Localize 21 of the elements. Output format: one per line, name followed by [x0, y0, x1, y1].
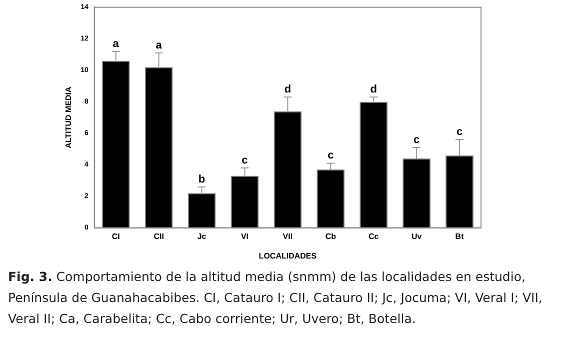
x-tick-label: Bt — [455, 232, 464, 241]
x-tick-label: CII — [154, 232, 164, 241]
y-axis-title: ALTITUD MEDIA — [64, 86, 74, 148]
x-tick-label: VI — [240, 232, 249, 241]
x-axis-title: LOCALIDADES — [258, 251, 318, 260]
x-tick-label: Jc — [197, 232, 207, 241]
annotation: d — [284, 84, 292, 96]
annotation: b — [198, 173, 206, 186]
x-tick-label: Uv — [411, 232, 422, 241]
annotation: c — [242, 154, 248, 166]
caption: Fig. 3. Comportamiento de la altitud media (snmm) de las localidades en estudio, Península de Guanahacabibes. CI, Catauro I; CII, Catauro II; Jc, Jocuma; VI, Veral I; VII, Veral II; Ca, Carabelita; Cc, Cabo corriente; Ur, Uvero; Bt, Botella. — [8, 268, 544, 328]
annotation: a — [156, 39, 163, 52]
x-tick-label: CI — [112, 232, 120, 241]
annotation: c — [456, 126, 463, 138]
annotation: d — [370, 84, 377, 96]
annotation: a — [112, 38, 120, 50]
annotation: c — [414, 134, 420, 146]
x-tick-label: VII — [282, 232, 293, 241]
x-tick-label: Cc — [368, 232, 380, 241]
annotation: c — [328, 150, 334, 162]
x-tick-label: Cb — [325, 232, 336, 241]
